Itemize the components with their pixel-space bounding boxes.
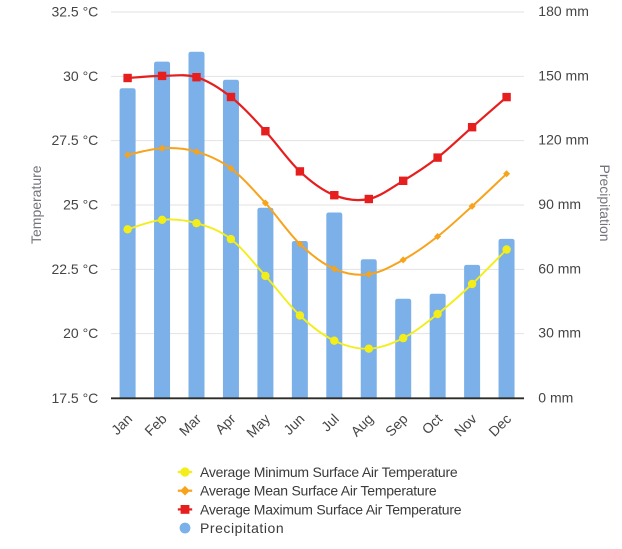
svg-text:30 mm: 30 mm	[538, 325, 581, 341]
svg-text:30 °C: 30 °C	[63, 68, 98, 84]
svg-text:22.5 °C: 22.5 °C	[51, 261, 98, 277]
svg-text:Precipitation: Precipitation	[200, 520, 284, 536]
svg-text:0 mm: 0 mm	[538, 389, 573, 405]
svg-text:Average Mean Surface Air Tempe: Average Mean Surface Air Temperature	[200, 483, 437, 499]
svg-text:150 mm: 150 mm	[538, 67, 589, 83]
svg-text:17.5 °C: 17.5 °C	[51, 390, 98, 406]
svg-text:25 °C: 25 °C	[63, 197, 98, 213]
svg-text:Temperature: Temperature	[28, 165, 44, 244]
svg-text:20 °C: 20 °C	[63, 325, 98, 341]
svg-text:180 mm: 180 mm	[538, 3, 589, 19]
svg-text:90 mm: 90 mm	[538, 196, 581, 212]
svg-text:Average Minimum Surface Air Te: Average Minimum Surface Air Temperature	[200, 464, 458, 480]
svg-text:32.5 °C: 32.5 °C	[51, 4, 98, 20]
svg-text:Precipitation: Precipitation	[597, 164, 613, 241]
svg-text:60 mm: 60 mm	[538, 260, 581, 276]
svg-text:120 mm: 120 mm	[538, 132, 589, 148]
svg-text:Average Maximum Surface Air Te: Average Maximum Surface Air Temperature	[200, 501, 462, 517]
svg-text:27.5 °C: 27.5 °C	[51, 132, 98, 148]
